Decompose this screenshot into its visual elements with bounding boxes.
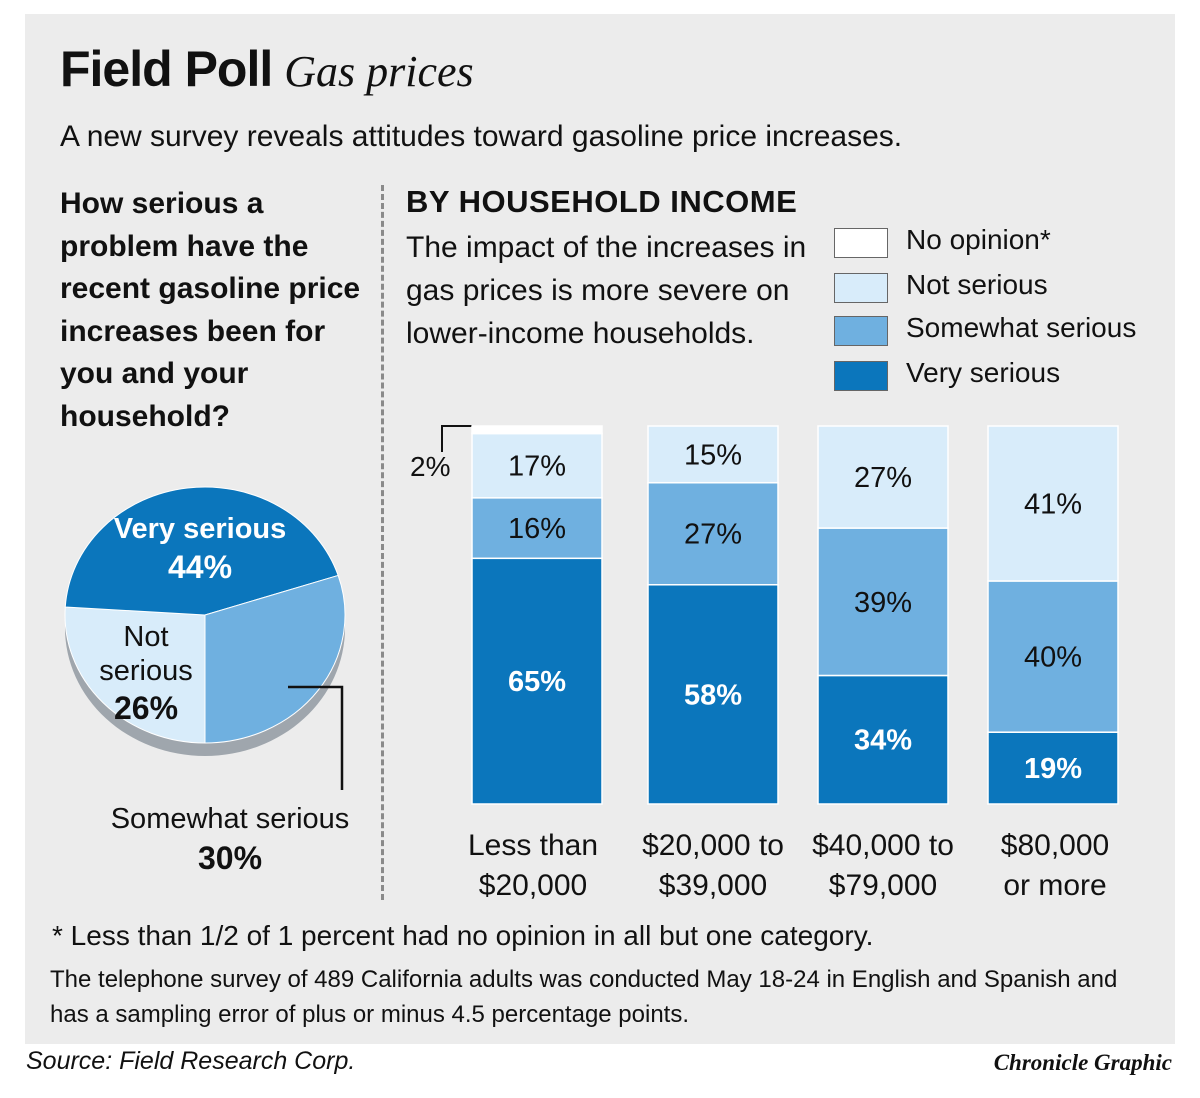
bar-value-label: 39% [854, 587, 912, 619]
category-label-line2: $39,000 [658, 869, 768, 902]
bar-value-label: 17% [508, 451, 566, 483]
bar-value-label: 27% [854, 462, 912, 494]
legend-swatch [834, 316, 888, 346]
category-label: $20,000 to $39,000 [628, 826, 798, 906]
legend-label: No opinion* [906, 224, 1051, 255]
footnote: * Less than 1/2 of 1 percent had no opin… [52, 920, 874, 951]
bar-chart-heading: BY HOUSEHOLD INCOME [406, 184, 798, 219]
survey-question: How serious a problem have the recent ga… [60, 187, 361, 433]
pie-label-somewhat-name: Somewhat serious [110, 803, 350, 835]
pie-label-somewhat-value: 30% [197, 840, 263, 876]
pie-slice-somewhat-serious [204, 574, 346, 744]
bar-segment-somewhat-serious [817, 527, 949, 677]
graphic-credit: Chronicle Graphic [993, 1050, 1172, 1075]
bar-value-label: 34% [854, 725, 912, 757]
pie-chart [64, 486, 346, 790]
callout-leader-line [441, 425, 472, 452]
bar-segment-very-serious [471, 557, 603, 805]
bar-segment-not-serious [647, 425, 779, 484]
legend-label: Somewhat serious [906, 312, 1137, 343]
intro-text: A new survey reveals attitudes toward ga… [60, 120, 903, 153]
pie-label-somewhat-serious: Somewhat serious 30% [80, 800, 380, 878]
category-label-line1: $40,000 to [812, 829, 954, 862]
category-label: $80,000 or more [970, 826, 1140, 906]
callout-label: 2% [410, 451, 450, 482]
methodology-note: The telephone survey of 489 California a… [50, 966, 1118, 1028]
legend-swatch [834, 273, 888, 303]
pie-label-not-value: 26% [113, 690, 179, 726]
category-label-line1: $20,000 to [642, 829, 784, 862]
chart-subtitle: Gas prices [284, 47, 474, 96]
bar-value-label: 16% [508, 513, 566, 545]
category-label: $40,000 to $79,000 [798, 826, 968, 906]
category-label-line2: or more [1003, 869, 1107, 902]
legend-label: Not serious [906, 269, 1048, 300]
category-label: Less than $20,000 [448, 826, 618, 906]
legend-swatch [834, 228, 888, 258]
bar-value-label: 27% [684, 519, 742, 551]
pie-label-very-serious: Very serious 44% [80, 511, 320, 587]
panel-divider [381, 185, 384, 900]
bar-segment-somewhat-serious [471, 497, 603, 560]
source-credit: Source: Field Research Corp. [26, 1047, 356, 1075]
pie-label-very-value: 44% [167, 549, 233, 585]
bar-segment-not-serious [817, 425, 949, 529]
category-label-line2: $20,000 [478, 869, 588, 902]
bar-value-label: 19% [1024, 753, 1082, 785]
pie-label-very-name: Very serious [113, 513, 287, 545]
stacked-bar-chart: 2% 65% 16% 17% 58% 27% 15% 34% 39% 27% 19% 40% 41% [410, 425, 1119, 805]
bar-value-label: 58% [684, 679, 742, 711]
legend-label: Very serious [906, 357, 1061, 388]
pie-slice-very-serious [64, 486, 339, 616]
category-label-line2: $79,000 [828, 869, 938, 902]
bar-segment-no-opinion [471, 425, 603, 435]
bar-segment-not-serious [471, 432, 603, 499]
title-block: Field Poll Gas prices [60, 44, 474, 94]
bar-chart-description: The impact of the increases in gas price… [406, 231, 807, 350]
pie-leader-line [288, 685, 344, 790]
bar-segment-not-serious [987, 425, 1119, 582]
pie-slice-not-serious [64, 606, 206, 744]
bar-segment-somewhat-serious [987, 580, 1119, 733]
category-label-line1: $80,000 [1000, 829, 1110, 862]
bar-segment-very-serious [647, 584, 779, 805]
bar-value-label: 15% [684, 439, 742, 471]
pie-label-not-name: Not serious [99, 621, 193, 687]
category-label-line1: Less than [467, 829, 599, 862]
bar-value-label: 40% [1024, 642, 1082, 674]
pie-label-not-serious: Not serious 26% [86, 620, 206, 728]
legend-swatch [834, 361, 888, 391]
bar-value-label: 65% [508, 666, 566, 698]
bar-segment-somewhat-serious [647, 481, 779, 586]
chart-title: Field Poll [60, 41, 273, 97]
bar-value-label: 41% [1024, 488, 1082, 520]
bar-segment-very-serious [817, 674, 949, 805]
